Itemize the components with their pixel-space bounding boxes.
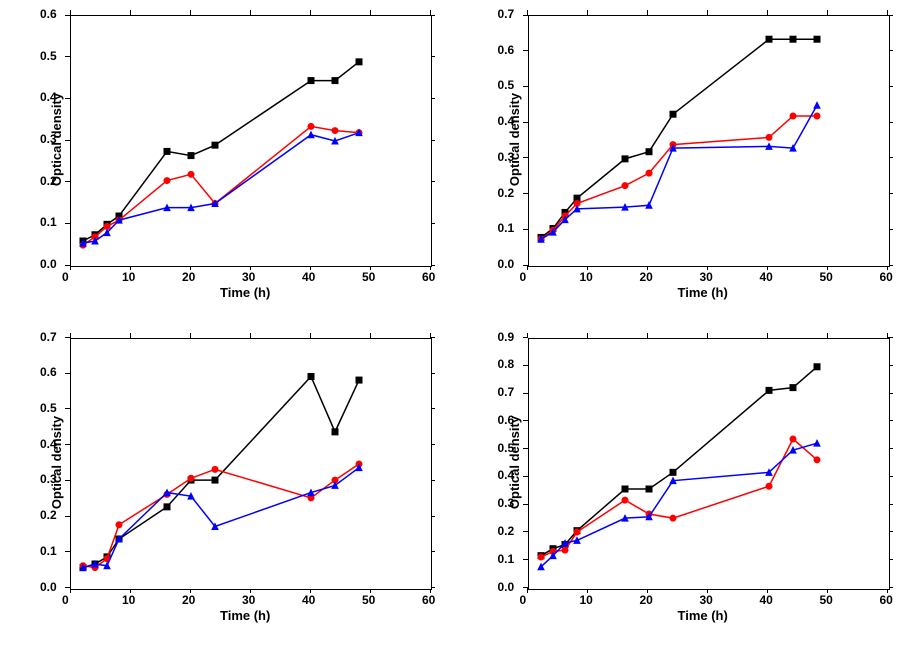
ylabel: Optical density <box>49 415 64 508</box>
ylabel: Optical density <box>507 415 522 508</box>
ytick-label: 0.9 <box>498 330 515 344</box>
xtick-label: 20 <box>640 270 653 284</box>
xtick-label: 30 <box>700 270 713 284</box>
ytick-label: 0.0 <box>498 257 515 271</box>
xtick-label: 0 <box>62 270 69 284</box>
xtick-label: 30 <box>700 593 713 607</box>
plot-svg <box>529 16 889 266</box>
xtick-label: 50 <box>820 270 833 284</box>
plot-area <box>528 338 890 590</box>
ytick-label: 0.8 <box>498 357 515 371</box>
xtick-label: 60 <box>880 270 893 284</box>
ytick-label: 0.2 <box>498 524 515 538</box>
xtick-label: 10 <box>122 270 135 284</box>
ytick-label: 0.1 <box>498 221 515 235</box>
xtick-label: 50 <box>362 593 375 607</box>
xtick-label: 60 <box>422 593 435 607</box>
xtick-label: 10 <box>122 593 135 607</box>
ytick-label: 0.6 <box>498 43 515 57</box>
ytick-label: 0.0 <box>498 580 515 594</box>
xtick-label: 20 <box>182 593 195 607</box>
ytick-label: 0.5 <box>40 401 57 415</box>
xtick-label: 20 <box>640 593 653 607</box>
xtick-label: 0 <box>520 270 527 284</box>
ytick-label: 0.7 <box>40 330 57 344</box>
ytick-label: 0.5 <box>498 78 515 92</box>
chart-grid: 01020304050600.00.10.20.30.40.50.6Optica… <box>0 0 915 645</box>
ytick-label: 0.7 <box>498 7 515 21</box>
xtick-label: 50 <box>820 593 833 607</box>
ytick-label: 0.0 <box>40 257 57 271</box>
xtick-label: 30 <box>242 270 255 284</box>
xtick-label: 10 <box>580 270 593 284</box>
ytick-label: 0.6 <box>40 365 57 379</box>
plot-svg <box>71 339 431 589</box>
panel-staph: 01020304050600.00.10.20.30.40.50.60.70.8… <box>458 323 915 645</box>
ytick-label: 0.1 <box>40 544 57 558</box>
xlabel: Time (h) <box>678 285 728 300</box>
xlabel: Time (h) <box>220 285 270 300</box>
ytick-label: 0.5 <box>40 49 57 63</box>
plot-area <box>70 15 432 267</box>
ytick-label: 0.2 <box>498 186 515 200</box>
ytick-label: 0.7 <box>498 385 515 399</box>
panel-candida: 01020304050600.00.10.20.30.40.50.6Optica… <box>0 0 458 323</box>
xtick-label: 40 <box>760 270 773 284</box>
ytick-label: 0.1 <box>498 552 515 566</box>
ylabel: Optical density <box>49 93 64 186</box>
xtick-label: 30 <box>242 593 255 607</box>
plot-svg <box>529 339 889 589</box>
ytick-label: 0.6 <box>40 7 57 21</box>
xtick-label: 50 <box>362 270 375 284</box>
xtick-label: 20 <box>182 270 195 284</box>
xtick-label: 10 <box>580 593 593 607</box>
xtick-label: 60 <box>880 593 893 607</box>
ytick-label: 0.0 <box>40 580 57 594</box>
xtick-label: 0 <box>62 593 69 607</box>
xtick-label: 40 <box>760 593 773 607</box>
panel-ecoli: 01020304050600.00.10.20.30.40.50.60.7Opt… <box>458 0 915 323</box>
plot-svg <box>71 16 431 266</box>
plot-area <box>528 15 890 267</box>
xtick-label: 0 <box>520 593 527 607</box>
ylabel: Optical density <box>507 93 522 186</box>
xtick-label: 40 <box>302 270 315 284</box>
plot-area <box>70 338 432 590</box>
xlabel: Time (h) <box>220 608 270 623</box>
xtick-label: 60 <box>422 270 435 284</box>
ytick-label: 0.2 <box>40 508 57 522</box>
xtick-label: 40 <box>302 593 315 607</box>
ytick-label: 0.1 <box>40 215 57 229</box>
xlabel: Time (h) <box>678 608 728 623</box>
panel-pseudo: 01020304050600.00.10.20.30.40.50.60.7Opt… <box>0 323 458 645</box>
